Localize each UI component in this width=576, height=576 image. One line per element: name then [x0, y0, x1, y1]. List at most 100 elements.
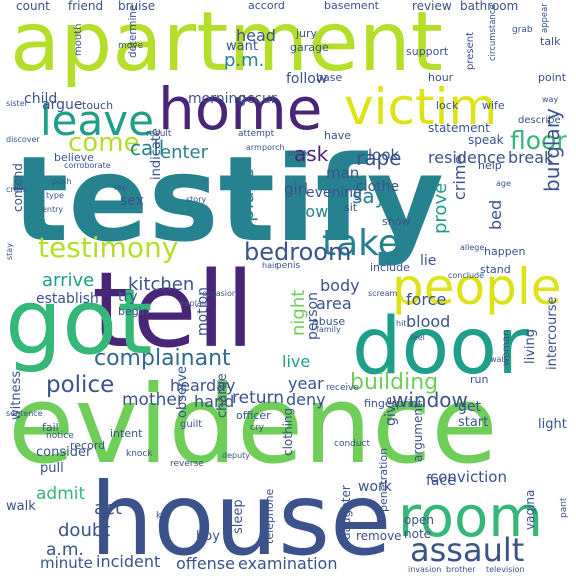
cloud-word: got — [5, 270, 153, 375]
cloud-word: basement — [324, 0, 379, 12]
cloud-word: support — [406, 45, 449, 58]
cloud-word: call — [130, 136, 165, 160]
cloud-word: base — [316, 71, 343, 84]
cloud-word: daughter — [339, 485, 353, 540]
cloud-word: room — [398, 485, 543, 550]
cloud-word: bed — [486, 199, 505, 230]
cloud-word: say — [352, 184, 387, 208]
cloud-word: know — [286, 202, 329, 221]
cloud-word: ask — [294, 142, 329, 166]
cloud-word: door — [352, 302, 530, 392]
cloud-word: hit — [396, 319, 407, 328]
cloud-word: body — [320, 276, 360, 295]
cloud-word: stand — [480, 263, 511, 276]
cloud-word: day — [206, 376, 236, 395]
cloud-word: p.m. — [224, 50, 265, 71]
cloud-word: incident — [96, 552, 161, 571]
cloud-word: look — [368, 146, 400, 164]
cloud-word: pant — [559, 497, 569, 518]
cloud-word: move — [118, 41, 144, 51]
cloud-word: push — [52, 177, 72, 186]
cloud-word: sister — [6, 99, 28, 108]
cloud-word: notice — [46, 431, 74, 441]
cloud-word: testimony — [38, 231, 179, 264]
cloud-word: review — [412, 0, 452, 13]
cloud-word: follow — [286, 71, 328, 87]
cloud-word: sex — [120, 193, 144, 209]
cloud-word: clothing — [281, 407, 295, 456]
cloud-word: residence — [428, 148, 506, 167]
cloud-word: cross — [6, 185, 27, 194]
cloud-word: invasion — [408, 565, 442, 574]
cloud-word: sit — [344, 201, 358, 214]
cloud-word: year — [288, 374, 324, 393]
cloud-word: television — [486, 565, 525, 574]
cloud-word: get — [458, 399, 481, 415]
cloud-word: way — [542, 95, 559, 104]
cloud-word: hear — [170, 376, 207, 395]
cloud-word: kitchen — [128, 274, 195, 295]
cloud-word: conduct — [334, 439, 371, 449]
cloud-word: knock — [126, 449, 153, 459]
cloud-word: take — [322, 223, 400, 264]
cloud-word: record — [70, 439, 106, 452]
cloud-word: help — [478, 159, 502, 172]
cloud-word: guilt — [180, 419, 203, 430]
cloud-word: key — [156, 511, 172, 521]
cloud-word: girl — [284, 180, 309, 198]
cloud-word: floor — [510, 126, 567, 155]
cloud-word: argument — [411, 403, 425, 462]
cloud-word: open — [404, 513, 434, 527]
cloud-word: walk — [6, 499, 36, 514]
cloud-word: discover — [6, 135, 40, 144]
cloud-word: point — [538, 71, 567, 84]
cloud-word: conclude — [448, 271, 485, 280]
cloud-word: occasion — [202, 289, 237, 298]
cloud-word: arm — [246, 143, 262, 152]
cloud-word: type — [46, 191, 64, 200]
cloud-word: place — [234, 168, 258, 222]
cloud-word: victim — [344, 78, 498, 136]
cloud-word: deny — [286, 390, 326, 409]
cloud-word: rap — [114, 183, 128, 192]
cloud-word: house — [90, 461, 392, 576]
cloud-word: live — [282, 352, 311, 371]
cloud-word: argue — [42, 97, 83, 113]
cloud-word: cry — [250, 423, 264, 433]
cloud-word: assault — [410, 531, 525, 569]
cloud-word: remove — [356, 529, 402, 543]
cloud-word: a.m. — [46, 540, 84, 560]
cloud-word: head — [236, 26, 276, 45]
cloud-word: hair — [262, 261, 278, 270]
cloud-word: home — [158, 75, 323, 143]
cloud-word: brother — [446, 565, 476, 574]
cloud-word: feel — [410, 333, 425, 342]
cloud-word: conviction — [430, 468, 507, 486]
cloud-word: light — [538, 417, 567, 432]
cloud-word: offense — [176, 554, 235, 573]
cloud-word: run — [470, 373, 489, 386]
cloud-word: try — [118, 289, 138, 305]
cloud-word: believe — [54, 151, 94, 164]
cloud-word: deputy — [222, 451, 251, 460]
cloud-word: wife — [482, 99, 505, 112]
cloud-word: complainant — [94, 346, 231, 371]
cloud-word: building — [350, 370, 439, 395]
cloud-word: statement — [428, 121, 490, 135]
cloud-word: attempt — [238, 129, 275, 139]
cloud-word: sleep — [231, 499, 246, 534]
cloud-word: bathroom — [460, 0, 519, 13]
cloud-word: bruise — [118, 0, 156, 13]
cloud-word: start — [458, 415, 489, 430]
cloud-word: allege — [460, 243, 485, 252]
cloud-word: window — [392, 388, 468, 412]
cloud-word: stay — [5, 243, 14, 260]
cloud-word: garage — [290, 41, 329, 54]
cloud-word: grab — [512, 25, 533, 35]
cloud-word: living — [523, 328, 538, 364]
cloud-word: appear — [539, 2, 549, 33]
cloud-word: blood — [406, 312, 451, 331]
cloud-word: act — [94, 498, 122, 519]
cloud-word: include — [370, 261, 410, 274]
cloud-word: officer — [236, 409, 271, 422]
